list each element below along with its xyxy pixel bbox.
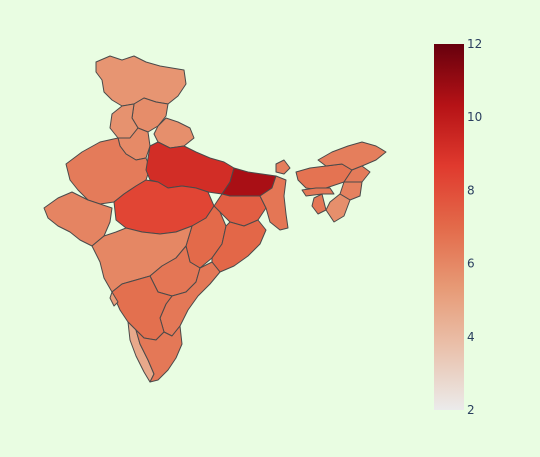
region-tripura[interactable]	[311, 193, 327, 215]
colorbar-tick-label: 2	[467, 403, 475, 417]
colorbar-gradient	[434, 44, 464, 410]
region-arunachal-pradesh[interactable]	[317, 141, 387, 171]
region-meghalaya[interactable]	[301, 187, 335, 197]
colorbar-tick-label: 10	[467, 110, 482, 124]
region-uttarakhand[interactable]	[153, 117, 195, 149]
colorbar-tick-label: 12	[467, 37, 482, 51]
region-tamil-nadu[interactable]	[135, 325, 183, 383]
region-goa[interactable]	[109, 291, 119, 307]
region-sikkim[interactable]	[275, 159, 291, 175]
colorbar-ticks: 12 10 8 6 4 2	[467, 37, 482, 417]
region-jammu-kashmir[interactable]	[95, 55, 187, 107]
india-map	[43, 55, 387, 383]
region-mizoram[interactable]	[325, 193, 351, 223]
region-west-bengal[interactable]	[259, 175, 289, 231]
colorbar: 12 10 8 6 4 2	[434, 37, 482, 417]
colorbar-tick-label: 8	[467, 183, 475, 197]
colorbar-tick-label: 4	[467, 330, 475, 344]
region-gujarat[interactable]	[43, 191, 113, 247]
colorbar-tick-label: 6	[467, 257, 475, 271]
